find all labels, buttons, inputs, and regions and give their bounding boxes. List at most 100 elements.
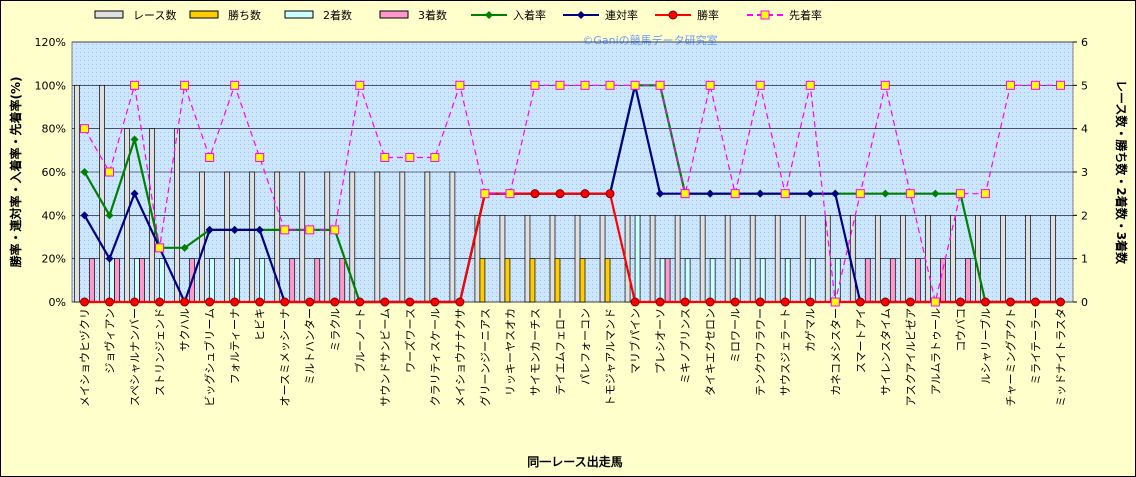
marker	[355, 80, 365, 90]
bar	[724, 214, 731, 303]
marker	[255, 297, 265, 307]
bar	[749, 214, 756, 303]
bar	[599, 214, 606, 303]
marker	[430, 297, 440, 307]
marker	[355, 297, 365, 307]
x-tick-label: ビッグシュブリーム	[203, 308, 217, 407]
x-tick-label: メイショウヒヅクリ	[79, 308, 92, 407]
y2-tick-label: 4	[1081, 123, 1088, 136]
marker	[955, 297, 965, 307]
marker	[455, 80, 465, 90]
bar	[889, 258, 896, 303]
marker	[730, 189, 740, 199]
bar	[224, 171, 231, 303]
x-tick-label: トモジャアルマンド	[604, 308, 617, 406]
y-tick-label: 120%	[35, 36, 66, 49]
bar	[784, 258, 791, 303]
marker	[655, 80, 665, 90]
bar	[579, 258, 586, 303]
bar	[339, 258, 346, 303]
bar	[114, 258, 120, 303]
x-tick-label: ミラクル	[329, 308, 342, 352]
x-tick-label: ストリンジェンド	[154, 308, 167, 396]
x-tick-label: サイレンスタイム	[879, 308, 892, 396]
bar	[684, 258, 691, 303]
bar	[925, 214, 931, 303]
bar	[874, 214, 881, 303]
bar	[374, 171, 381, 303]
bar	[139, 258, 145, 303]
legend-swatch	[94, 10, 124, 19]
bar	[864, 258, 871, 303]
x-tick-label: リッキーヤスオカ	[504, 308, 517, 396]
marker	[805, 80, 815, 90]
marker	[105, 167, 115, 177]
marker	[905, 189, 915, 199]
y-tick-label: 80%	[42, 123, 66, 136]
marker	[1005, 80, 1015, 90]
x-tick-label: ミキノプリンス	[679, 308, 692, 384]
x-tick-label: ワーズワース	[403, 308, 417, 373]
legend-label: 2着数	[323, 8, 352, 22]
bar	[234, 258, 241, 303]
marker	[305, 225, 315, 235]
marker	[1055, 297, 1065, 307]
x-tick-label: フォルティーナ	[229, 308, 242, 384]
marker	[80, 124, 90, 134]
x-tick-label: ミッドナイトラスタ	[1054, 308, 1067, 407]
marker	[980, 297, 990, 307]
bar	[709, 258, 716, 303]
marker	[405, 297, 415, 307]
x-tick-label: ジョヴィアン	[103, 308, 117, 374]
marker	[530, 80, 540, 90]
x-tick-label: カネコメシスター	[829, 308, 842, 396]
marker	[855, 189, 865, 199]
bar	[524, 214, 531, 303]
marker	[80, 168, 89, 176]
legend-label: 入着率	[513, 8, 546, 22]
marker	[130, 135, 139, 144]
bar	[634, 214, 641, 303]
marker	[1005, 297, 1015, 307]
bar	[965, 258, 971, 303]
marker	[130, 80, 140, 90]
x-tick-label: カゲマル	[804, 308, 817, 352]
x-tick-label: ミルトハンター	[304, 308, 317, 385]
x-tick-label: テンクウフラワー	[754, 308, 767, 396]
bar	[604, 258, 611, 303]
bar	[649, 214, 656, 303]
marker	[955, 189, 965, 199]
marker	[80, 297, 90, 307]
marker	[831, 189, 840, 198]
marker	[555, 80, 565, 90]
x-tick-label: サウンドサンビーム	[379, 308, 392, 407]
marker	[980, 189, 990, 199]
bar	[109, 258, 115, 303]
marker	[555, 189, 565, 199]
bar	[554, 258, 561, 303]
marker	[380, 152, 390, 162]
marker	[830, 297, 840, 307]
bar	[209, 258, 215, 303]
marker	[530, 189, 540, 199]
marker	[230, 297, 240, 307]
bar	[89, 258, 95, 303]
bar	[174, 128, 180, 303]
marker	[430, 152, 440, 162]
marker	[780, 297, 790, 307]
bar	[324, 171, 331, 303]
y-axis-label: 勝率・連対率・入着率・先着率(%)	[8, 77, 23, 268]
bar	[504, 258, 511, 303]
legend-label: 勝ち数	[228, 8, 261, 22]
marker	[806, 189, 815, 198]
x-tick-label: アルムラトゥール	[929, 308, 942, 395]
x-tick-label: パレフォーコン	[579, 308, 592, 385]
y2-tick-label: 0	[1081, 296, 1088, 309]
bar	[699, 214, 706, 303]
marker	[705, 297, 715, 307]
legend-label: 勝率	[697, 8, 719, 22]
bar	[1000, 214, 1006, 303]
x-tick-label: テイエムフェロー	[554, 308, 567, 395]
marker	[205, 152, 215, 162]
x-tick-label: コウバコ	[954, 308, 967, 352]
